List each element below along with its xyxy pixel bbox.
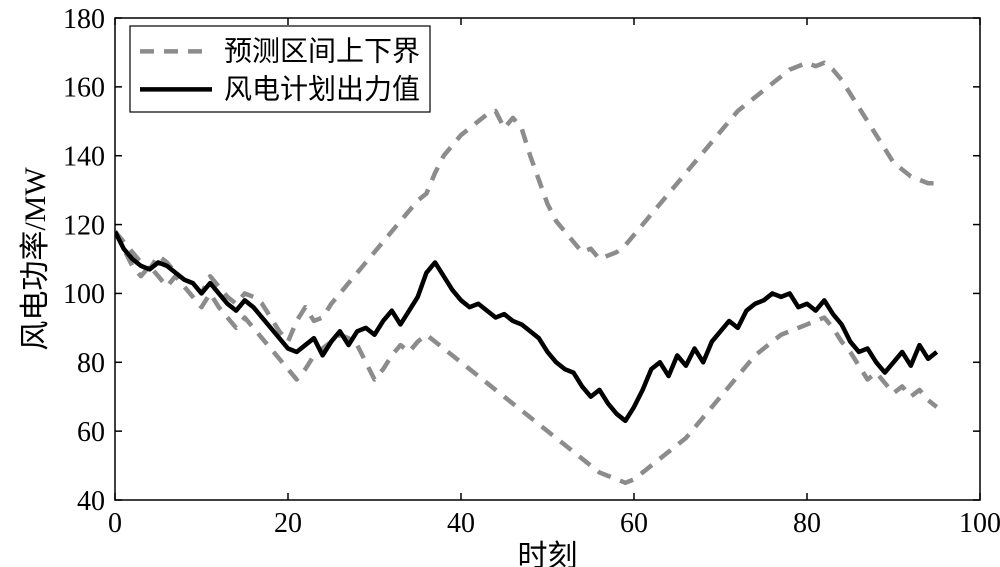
legend-label: 风电计划出力值: [224, 73, 420, 105]
x-tick-label: 60: [620, 508, 648, 539]
y-tick-label: 120: [63, 210, 105, 241]
legend-label: 预测区间上下界: [224, 35, 420, 67]
y-tick-label: 100: [63, 279, 105, 310]
x-tick-label: 80: [793, 508, 821, 539]
x-tick-label: 100: [959, 508, 1000, 539]
y-tick-label: 80: [77, 348, 105, 379]
chart-svg: 0 20 40 60 80 100 40 60 80 100 120 140 160 180 时刻 风电功率/…: [0, 0, 1000, 567]
x-tick-label: 0: [108, 508, 122, 539]
x-tick-label: 20: [274, 508, 302, 539]
y-tick-label: 140: [63, 142, 105, 173]
y-axis-label: 风电功率/MW: [19, 167, 52, 351]
x-axis-label: 时刻: [518, 540, 578, 567]
y-tick-label: 60: [77, 417, 105, 448]
y-tick-label: 180: [63, 4, 105, 35]
wind-power-chart: 0 20 40 60 80 100 40 60 80 100 120 140 160 180 时刻 风电功率/…: [0, 0, 1000, 567]
y-tick-label: 160: [63, 73, 105, 104]
x-tick-label: 40: [447, 508, 475, 539]
y-tick-label: 40: [77, 486, 105, 517]
